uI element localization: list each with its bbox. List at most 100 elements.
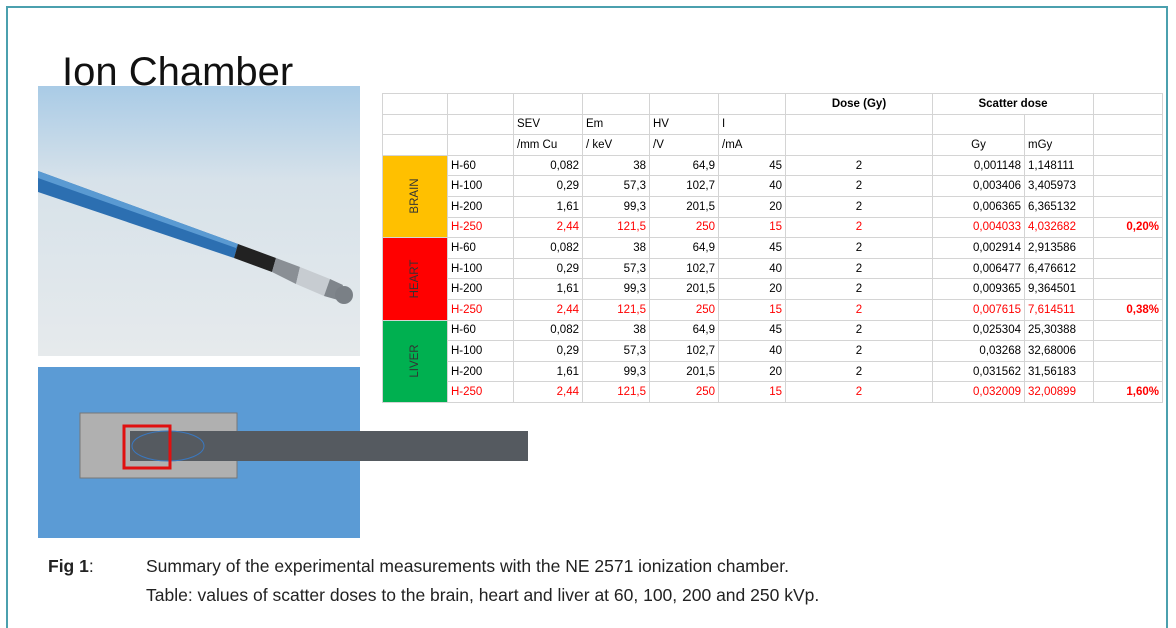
cell: 0,003406 bbox=[933, 176, 1025, 197]
cell: 2 bbox=[786, 279, 933, 300]
cell: H-60 bbox=[448, 320, 514, 341]
cell: 64,9 bbox=[650, 238, 719, 259]
cell: 250 bbox=[650, 382, 719, 403]
cell: 64,9 bbox=[650, 155, 719, 176]
cell: 15 bbox=[719, 217, 786, 238]
cell: 2,913586 bbox=[1025, 238, 1094, 259]
header-cell: SEV bbox=[514, 114, 583, 135]
cell: 15 bbox=[719, 382, 786, 403]
cell: H-250 bbox=[448, 382, 514, 403]
cell: 6,365132 bbox=[1025, 196, 1094, 217]
cell bbox=[1094, 341, 1163, 362]
cell: 31,56183 bbox=[1025, 361, 1094, 382]
cell: 0,29 bbox=[514, 176, 583, 197]
cell: 57,3 bbox=[583, 258, 650, 279]
cell bbox=[1094, 361, 1163, 382]
header-cell: HV bbox=[650, 114, 719, 135]
cell: H-100 bbox=[448, 258, 514, 279]
header-cell: mGy bbox=[1025, 135, 1094, 156]
cell bbox=[1094, 238, 1163, 259]
title: Ion Chamber bbox=[62, 50, 293, 95]
cell: 99,3 bbox=[583, 279, 650, 300]
page: Ion Chamber Dose (Gy) Scatter dose SEV E… bbox=[0, 0, 1176, 628]
cell: 9,364501 bbox=[1025, 279, 1094, 300]
organ-cell: LIVER bbox=[383, 320, 448, 402]
cell: 0,082 bbox=[514, 155, 583, 176]
cell: H-200 bbox=[448, 196, 514, 217]
cell: 2 bbox=[786, 238, 933, 259]
cell: 201,5 bbox=[650, 279, 719, 300]
header-cell: /mm Cu bbox=[514, 135, 583, 156]
percent-cell: 0,20% bbox=[1094, 217, 1163, 238]
header-row: Dose (Gy) Scatter dose bbox=[383, 94, 1163, 115]
cell: 0,082 bbox=[514, 320, 583, 341]
cell: 2 bbox=[786, 217, 933, 238]
cell: 121,5 bbox=[583, 382, 650, 403]
cell: 102,7 bbox=[650, 258, 719, 279]
cell: 40 bbox=[719, 341, 786, 362]
cell bbox=[1094, 258, 1163, 279]
cell: 40 bbox=[719, 258, 786, 279]
cell: 2 bbox=[786, 320, 933, 341]
cell: 1,61 bbox=[514, 361, 583, 382]
cell: 1,61 bbox=[514, 196, 583, 217]
cell: 20 bbox=[719, 361, 786, 382]
cell: 2,44 bbox=[514, 217, 583, 238]
cell: 57,3 bbox=[583, 341, 650, 362]
cell: 250 bbox=[650, 299, 719, 320]
cell: 2 bbox=[786, 361, 933, 382]
organ-label: BRAIN bbox=[409, 179, 421, 214]
cell: 102,7 bbox=[650, 341, 719, 362]
cell bbox=[1094, 279, 1163, 300]
cell: 99,3 bbox=[583, 361, 650, 382]
data-table: Dose (Gy) Scatter dose SEV Em HV I /mm C… bbox=[382, 93, 1163, 403]
cell: 0,082 bbox=[514, 238, 583, 259]
cell: 0,006365 bbox=[933, 196, 1025, 217]
header-cell: /V bbox=[650, 135, 719, 156]
cell: 102,7 bbox=[650, 176, 719, 197]
header-cell: / keV bbox=[583, 135, 650, 156]
cell: 45 bbox=[719, 155, 786, 176]
cell: 32,00899 bbox=[1025, 382, 1094, 403]
cell: 38 bbox=[583, 238, 650, 259]
cell: 57,3 bbox=[583, 176, 650, 197]
cell: 0,009365 bbox=[933, 279, 1025, 300]
cell: H-60 bbox=[448, 238, 514, 259]
cell: H-200 bbox=[448, 279, 514, 300]
cell: 45 bbox=[719, 320, 786, 341]
cell: 2 bbox=[786, 196, 933, 217]
cell: 0,001148 bbox=[933, 155, 1025, 176]
cell: 1,61 bbox=[514, 279, 583, 300]
cell: 20 bbox=[719, 279, 786, 300]
caption-line: Summary of the experimental measurements… bbox=[146, 556, 789, 577]
cell: 3,405973 bbox=[1025, 176, 1094, 197]
cell: 40 bbox=[719, 176, 786, 197]
cell: 2 bbox=[786, 382, 933, 403]
cell: 38 bbox=[583, 155, 650, 176]
cell bbox=[1094, 155, 1163, 176]
cell bbox=[1094, 196, 1163, 217]
cell: 20 bbox=[719, 196, 786, 217]
caption-label-text: Fig 1 bbox=[48, 556, 89, 576]
header-cell: Scatter dose bbox=[933, 94, 1094, 115]
cell: 2 bbox=[786, 258, 933, 279]
organ-label: HEART bbox=[409, 259, 421, 298]
cell: 0,29 bbox=[514, 258, 583, 279]
cell: H-250 bbox=[448, 217, 514, 238]
cell: 0,004033 bbox=[933, 217, 1025, 238]
cell: 0,29 bbox=[514, 341, 583, 362]
cell: H-100 bbox=[448, 341, 514, 362]
header-cell: I bbox=[719, 114, 786, 135]
cell: 201,5 bbox=[650, 361, 719, 382]
cell bbox=[1094, 176, 1163, 197]
cell: 2,44 bbox=[514, 299, 583, 320]
cell: 2 bbox=[786, 155, 933, 176]
cell: 2 bbox=[786, 176, 933, 197]
cell: 2 bbox=[786, 341, 933, 362]
header-row: SEV Em HV I bbox=[383, 114, 1163, 135]
